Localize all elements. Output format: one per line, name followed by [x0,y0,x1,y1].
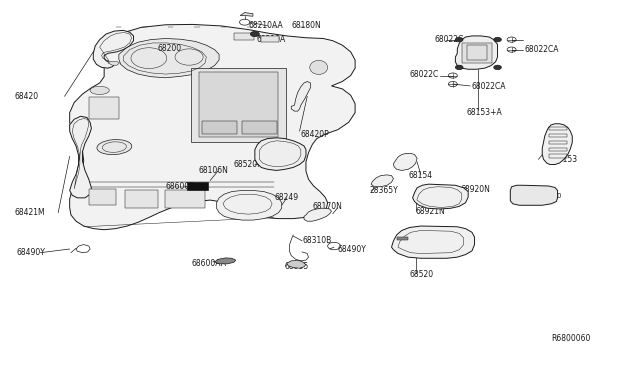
Polygon shape [70,25,355,230]
Circle shape [493,65,501,70]
Text: SEE SEC. 280: SEE SEC. 280 [516,193,561,199]
Polygon shape [216,190,282,220]
Bar [397,237,408,240]
Text: 68022CA: 68022CA [524,45,559,54]
Text: 68490Y: 68490Y [17,248,45,257]
Text: 68965: 68965 [285,262,309,271]
Text: 68600B: 68600B [166,182,195,190]
Bar [125,190,159,208]
Bar [242,121,277,134]
Bar [191,68,285,141]
Bar [89,189,116,205]
Bar [261,36,279,42]
Text: 68210A: 68210A [256,35,285,44]
Text: 68022C: 68022C [410,70,438,79]
Polygon shape [456,36,497,69]
Bar [187,182,207,190]
Text: 68920N: 68920N [461,185,490,194]
Circle shape [493,37,501,42]
Bar [202,121,237,134]
Polygon shape [108,61,120,65]
Polygon shape [510,185,557,205]
Text: 68106N: 68106N [198,166,228,175]
Text: 68022CA: 68022CA [471,82,506,91]
Polygon shape [70,116,92,198]
Circle shape [456,65,463,70]
Text: 68420: 68420 [15,92,39,101]
Polygon shape [214,258,236,264]
Polygon shape [413,184,468,209]
Bar [234,33,254,39]
Polygon shape [119,38,219,78]
Text: 68520: 68520 [410,270,433,279]
Ellipse shape [310,60,328,74]
Ellipse shape [90,86,109,94]
Text: 68180N: 68180N [291,22,321,31]
Ellipse shape [97,140,132,155]
Bar [467,45,487,60]
Polygon shape [255,138,306,170]
Text: 68153: 68153 [553,155,577,164]
Bar [548,134,566,137]
Bar [89,97,120,119]
Bar [166,190,205,208]
Polygon shape [291,81,310,111]
Text: 68170N: 68170N [312,202,342,211]
Text: 28365Y: 28365Y [370,186,399,195]
Text: 68210AA: 68210AA [248,22,284,31]
Bar [548,148,566,151]
Text: 68421M: 68421M [15,208,45,217]
Text: R6800060: R6800060 [551,334,591,343]
Text: 68600AA: 68600AA [191,259,226,268]
Circle shape [456,37,463,42]
Circle shape [250,32,259,37]
Text: 68022C: 68022C [435,35,464,44]
Text: 68420P: 68420P [301,129,330,139]
Polygon shape [392,226,474,258]
Text: 68249: 68249 [274,193,298,202]
Text: 68520M: 68520M [234,160,264,169]
Bar [548,154,566,158]
Text: 68310B: 68310B [302,236,332,246]
Polygon shape [394,153,417,170]
Polygon shape [371,175,394,187]
Polygon shape [240,13,253,16]
Text: 68921N: 68921N [416,208,445,217]
Polygon shape [93,31,134,68]
Text: 68154: 68154 [408,171,432,180]
Bar [548,141,566,144]
Bar [462,42,492,63]
Polygon shape [304,208,332,221]
Bar [198,72,278,137]
Polygon shape [542,124,572,164]
Polygon shape [287,260,306,268]
Text: 68200: 68200 [157,44,181,53]
Bar [548,127,566,131]
Text: 68490Y: 68490Y [338,244,367,253]
Text: 68153+A: 68153+A [467,108,502,117]
